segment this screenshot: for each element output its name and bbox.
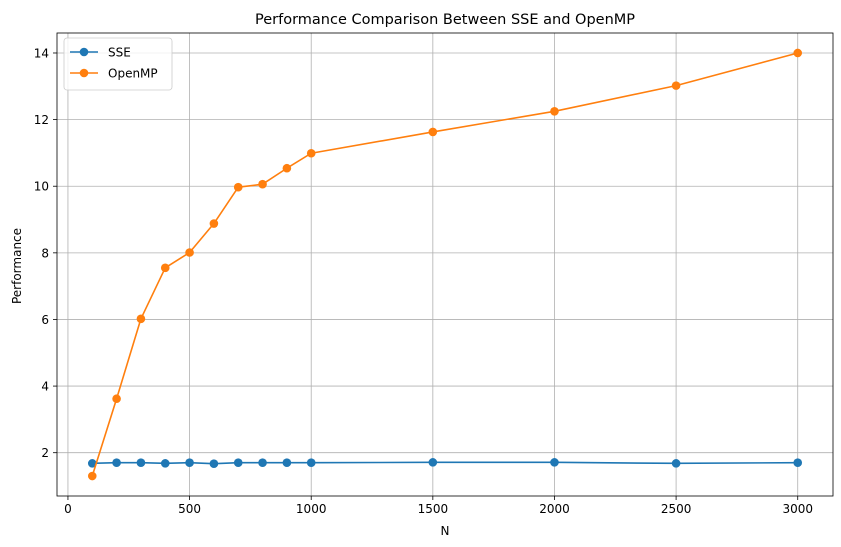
x-axis-label: N [441,524,450,538]
legend-item-openmp: OpenMP [70,67,158,81]
y-tick-label: 2 [41,446,49,460]
data-point-sse [160,459,170,468]
data-point-openmp [233,182,243,192]
series-line-openmp [91,52,798,477]
data-point-sse [550,458,559,467]
series-sse [87,458,803,468]
data-point-sse [258,458,267,467]
data-point-openmp [185,248,194,257]
data-point-sse [671,459,681,468]
data-point-openmp [136,314,146,324]
series-line-sse [92,461,798,465]
legend-item-sse: SSE [70,46,131,60]
y-tick-label: 14 [34,46,49,60]
data-point-openmp [306,148,316,158]
data-point-sse [112,458,121,467]
data-point-sse [185,458,194,467]
data-point-sse [306,458,316,467]
data-point-sse [209,459,219,468]
data-point-sse [428,458,438,467]
plot-area [87,48,803,481]
data-point-openmp [258,179,267,189]
legend-label-sse: SSE [108,46,131,60]
x-tick-label: 2500 [661,502,692,516]
data-point-sse [87,459,97,468]
data-point-openmp [160,263,170,273]
series-openmp [87,48,803,481]
axes-frame [56,32,834,497]
y-tick-label: 4 [41,380,49,394]
data-point-openmp [793,48,803,58]
y-axis-label: Performance [10,228,24,304]
chart-title: Performance Comparison Between SSE and O… [255,12,635,28]
y-tick-label: 10 [34,180,49,194]
data-point-openmp [209,219,219,228]
data-point-sse [136,458,146,467]
y-tick-label: 12 [34,113,49,127]
legend-marker-sse [79,47,89,57]
data-point-openmp [112,394,121,404]
y-tick-label: 8 [41,246,49,260]
legend-frame [63,37,173,91]
x-tick-label: 1000 [296,502,327,516]
data-point-openmp [550,106,559,116]
data-point-sse [233,458,243,467]
data-point-openmp [282,163,292,173]
x-tick-label: 2000 [539,502,570,516]
legend: SSE OpenMP [63,37,173,91]
axis-ticks: 0 500 1000 1500 2000 2500 3000 2 4 6 8 10 12 14 [34,46,813,516]
data-point-sse [282,458,292,467]
x-tick-label: 500 [178,502,201,516]
data-point-openmp [428,127,438,137]
data-point-openmp [87,471,97,481]
grid-lines [57,33,833,496]
legend-marker-openmp [79,68,89,78]
x-tick-label: 3000 [782,502,813,516]
y-tick-label: 6 [41,313,49,327]
legend-label-openmp: OpenMP [108,67,158,81]
data-point-openmp [671,81,681,90]
x-tick-label: 1500 [418,502,449,516]
x-tick-label: 0 [64,502,72,516]
data-point-sse [793,458,803,467]
